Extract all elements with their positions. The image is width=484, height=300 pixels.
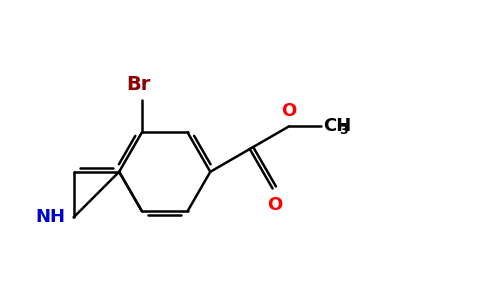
Text: Br: Br (126, 76, 150, 94)
Text: O: O (282, 102, 297, 120)
Text: O: O (267, 196, 282, 214)
Text: CH: CH (323, 117, 351, 135)
Text: NH: NH (36, 208, 66, 226)
Text: 3: 3 (339, 124, 348, 137)
